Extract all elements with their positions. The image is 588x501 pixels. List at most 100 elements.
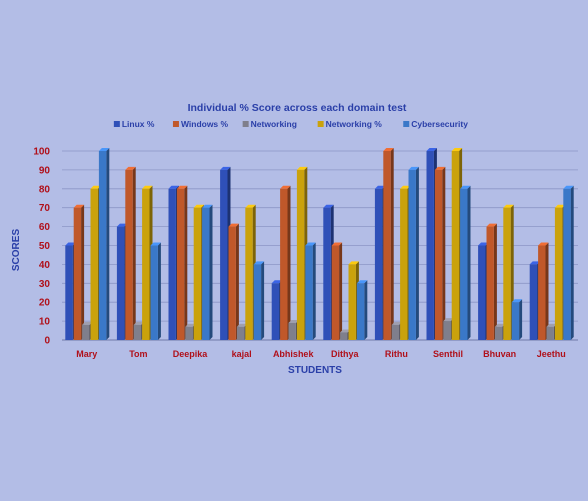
bar bbox=[331, 242, 343, 340]
bar-front bbox=[348, 264, 356, 340]
bar-top bbox=[236, 323, 248, 327]
bar-top bbox=[374, 185, 386, 189]
bar-top bbox=[245, 204, 256, 208]
bar-top bbox=[554, 204, 566, 208]
bar-front bbox=[305, 245, 313, 340]
bar-front bbox=[331, 245, 340, 340]
bar-side bbox=[415, 166, 419, 340]
bar-front bbox=[460, 188, 468, 340]
bar-front bbox=[400, 188, 408, 340]
bar bbox=[125, 166, 136, 340]
bar-front bbox=[280, 188, 288, 340]
x-tick-label: Bhuvan bbox=[483, 349, 516, 359]
bar-side bbox=[81, 204, 85, 340]
bar-top bbox=[202, 204, 213, 208]
bar-top bbox=[434, 166, 446, 170]
bar-front bbox=[538, 245, 546, 340]
bar-top bbox=[391, 321, 403, 325]
bar-front bbox=[271, 283, 280, 340]
bar-top bbox=[98, 148, 110, 151]
bar-front bbox=[478, 245, 486, 340]
bar-front bbox=[245, 207, 253, 340]
legend-item: Windows % bbox=[172, 119, 229, 129]
bar bbox=[98, 148, 110, 340]
legend-label: Networking % bbox=[326, 119, 383, 129]
bar-top bbox=[296, 166, 308, 170]
bar-front bbox=[73, 207, 82, 340]
bar-front bbox=[150, 245, 158, 340]
bar-top bbox=[563, 185, 574, 189]
bar-top bbox=[340, 329, 351, 333]
legend-item: Linux % bbox=[113, 119, 155, 129]
chart-title: Individual % Score across each domain te… bbox=[188, 102, 407, 114]
bar-side bbox=[519, 299, 523, 340]
bar-top bbox=[426, 148, 437, 151]
bar-top bbox=[494, 323, 506, 327]
y-axis-label: SCORES bbox=[11, 229, 22, 272]
bar-front bbox=[563, 188, 571, 340]
bar-top bbox=[538, 242, 549, 246]
bar-side bbox=[235, 223, 239, 340]
bar-top bbox=[133, 321, 145, 325]
bar-side bbox=[209, 204, 213, 340]
bar-top bbox=[460, 185, 471, 189]
bar-front bbox=[133, 324, 142, 340]
legend: Linux % Windows % Networking Networking % Cy… bbox=[113, 119, 468, 129]
bar-top bbox=[546, 323, 557, 327]
bar-top bbox=[168, 185, 179, 189]
bar-side bbox=[106, 148, 110, 340]
x-tick-label: Rithu bbox=[385, 349, 408, 359]
bar-front bbox=[253, 264, 262, 340]
legend-label: Windows % bbox=[181, 119, 229, 129]
bar-front bbox=[202, 207, 210, 340]
bar-top bbox=[125, 166, 136, 170]
bar-front bbox=[90, 188, 98, 340]
bar-side bbox=[364, 280, 368, 340]
bar-side bbox=[157, 242, 161, 340]
bar-front bbox=[503, 207, 511, 340]
bar bbox=[176, 185, 188, 340]
bar-front bbox=[554, 207, 563, 340]
bar-top bbox=[323, 204, 334, 208]
bar-top bbox=[451, 148, 463, 151]
bar-top bbox=[185, 323, 196, 327]
bar-front bbox=[434, 169, 443, 340]
x-tick-label: kajal bbox=[232, 349, 252, 359]
x-tick-label: Dithya bbox=[331, 349, 360, 359]
x-tick-label: Deepika bbox=[173, 349, 209, 359]
bar-top bbox=[176, 185, 188, 189]
bar bbox=[511, 299, 523, 340]
y-tick-label: 70 bbox=[39, 203, 51, 214]
bar bbox=[563, 185, 574, 340]
bar-top bbox=[220, 166, 231, 170]
bar-top bbox=[408, 166, 419, 170]
bar-side bbox=[312, 242, 316, 340]
bar-top bbox=[478, 242, 489, 246]
bar-front bbox=[391, 324, 400, 340]
bar-top bbox=[503, 204, 514, 208]
bar-front bbox=[236, 326, 245, 340]
bar-front bbox=[228, 226, 236, 340]
bar-front bbox=[116, 226, 125, 340]
bar-front bbox=[494, 326, 503, 340]
x-axis-label: STUDENTS bbox=[288, 365, 342, 376]
bar-top bbox=[73, 204, 85, 208]
bar-front bbox=[356, 283, 365, 340]
y-tick-label: 80 bbox=[39, 184, 51, 195]
legend-label: Cybersecurity bbox=[411, 119, 468, 129]
bar-front bbox=[340, 332, 348, 340]
y-tick-label: 10 bbox=[39, 317, 51, 328]
bar-top bbox=[348, 261, 359, 265]
bar-top bbox=[331, 242, 343, 246]
y-tick-label: 20 bbox=[39, 298, 51, 309]
bar-front bbox=[408, 169, 416, 340]
bar-side bbox=[184, 185, 188, 340]
x-tick-label: Senthil bbox=[433, 349, 463, 359]
bar-top bbox=[90, 185, 101, 189]
bar-front bbox=[168, 188, 176, 340]
bar-top bbox=[65, 242, 76, 246]
bar-top bbox=[193, 204, 205, 208]
bar-front bbox=[220, 169, 228, 340]
